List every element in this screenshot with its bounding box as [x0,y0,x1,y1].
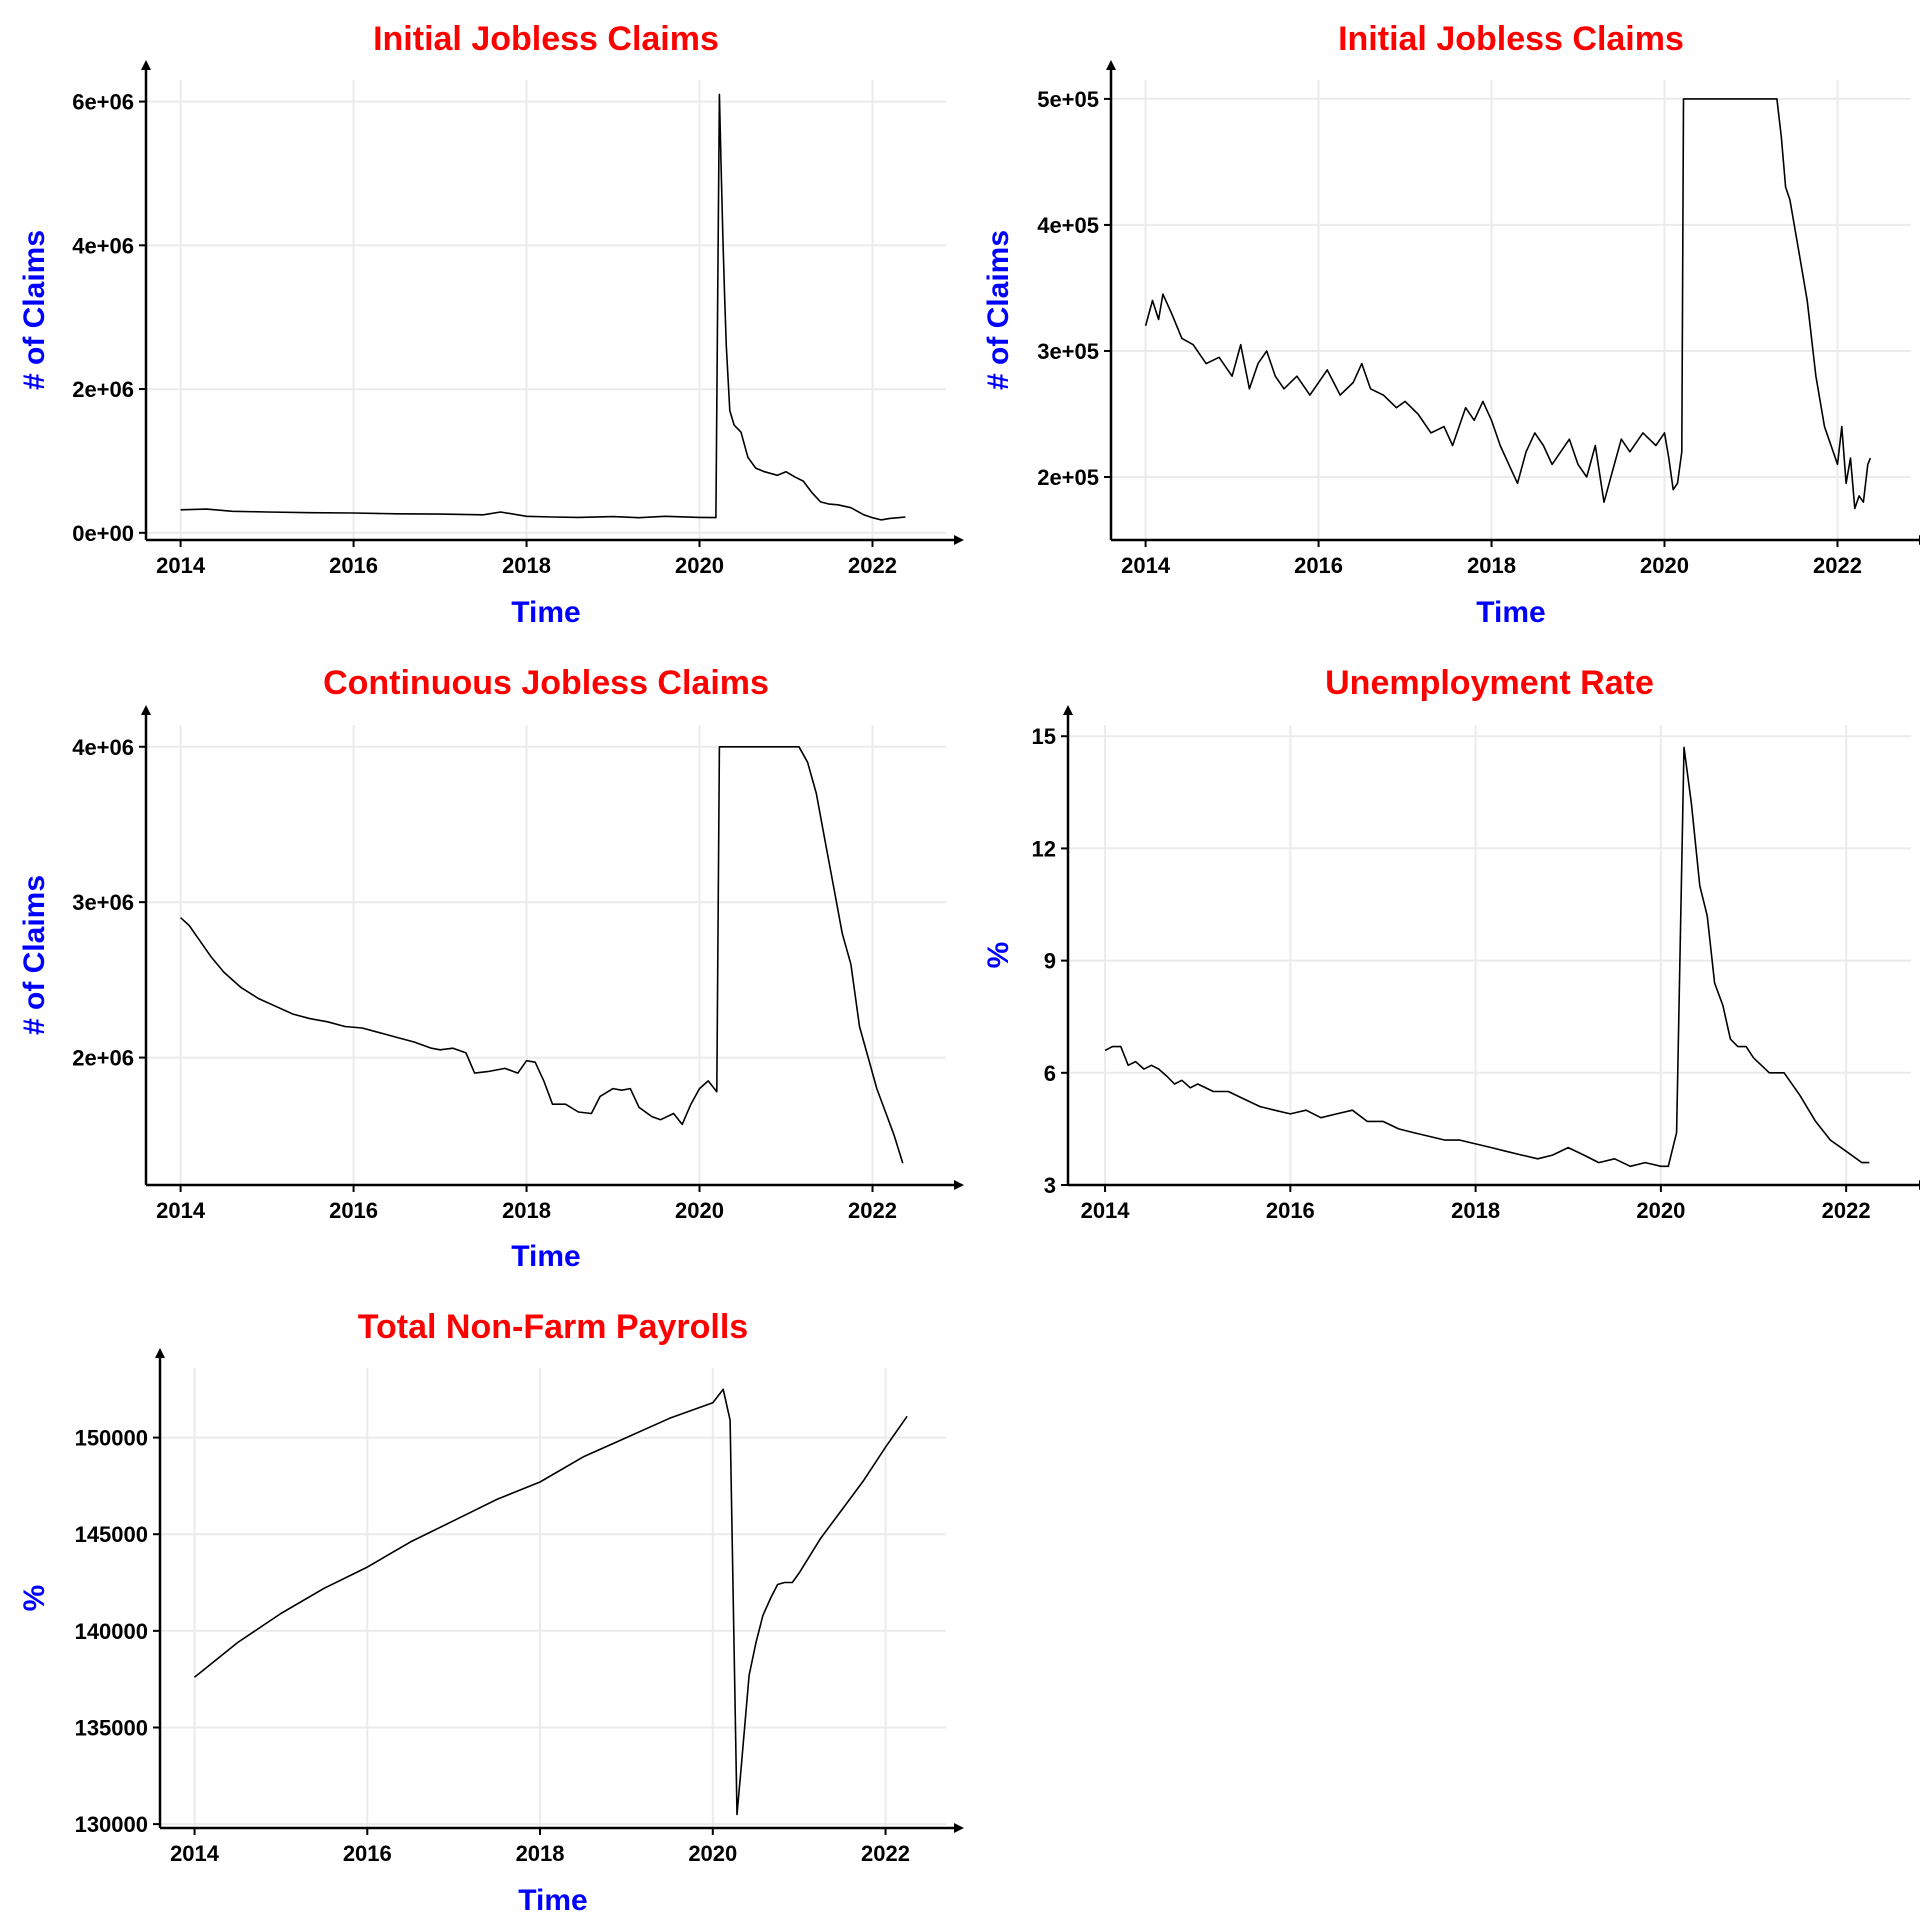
y-axis-arrow [1063,705,1073,715]
y-tick-label: 6 [1044,1061,1056,1086]
chart-panel-4: 2014 2016 2018 2020 2022 3 6 9 12 15 Unemployment … [982,664,1920,1223]
y-axis-title: % [982,942,1015,969]
x-axis-title: Time [511,596,580,629]
x-tick-label: 2022 [848,1198,897,1223]
y-axis-title: # of Claims [18,875,51,1035]
y-tick-label: 5e+05 [1037,87,1099,112]
x-tick-label: 2018 [1451,1198,1500,1223]
x-tick-label: 2020 [675,1198,724,1223]
y-tick-label: 4e+05 [1037,213,1099,238]
series-line [1104,746,1870,1168]
y-tick-label: 3e+06 [72,890,134,915]
x-tick-label: 2014 [1121,553,1171,578]
chart-title: Unemployment Rate [1325,664,1654,702]
x-tick-label: 2016 [343,1841,392,1866]
x-tick-label: 2016 [1294,553,1343,578]
x-tick-label: 2018 [502,553,551,578]
x-tick-label: 2016 [1266,1198,1315,1223]
x-tick-label: 2020 [1636,1198,1685,1223]
chart-title: Continuous Jobless Claims [323,664,769,702]
y-tick-label: 6e+06 [72,90,134,115]
y-tick-label: 2e+06 [72,1046,134,1071]
chart-panel-1: 2014 2016 2018 2020 2022 0e+00 2e+06 4e+06 6e+06… [18,20,964,629]
x-tick-label: 2020 [675,553,724,578]
y-tick-label: 2e+06 [72,377,134,402]
x-tick-label: 2022 [1813,553,1862,578]
x-axis-arrow [954,535,964,545]
y-tick-label: 150000 [75,1426,148,1451]
y-tick-label: 15 [1032,724,1056,749]
chart-panel-5: 2014 2016 2018 2020 2022 130000 135000 140000 14… [18,1308,964,1917]
y-tick-label: 130000 [75,1812,148,1837]
y-tick-label: 2e+05 [1037,465,1099,490]
y-tick-label: 140000 [75,1619,148,1644]
x-tick-label: 2016 [329,1198,378,1223]
y-tick-label: 145000 [75,1522,148,1547]
x-tick-label: 2022 [1822,1198,1871,1223]
y-axis-title: # of Claims [982,230,1015,390]
chart-title: Total Non-Farm Payrolls [358,1308,748,1346]
series-line [180,745,904,1164]
y-axis-arrow [141,60,151,70]
y-tick-label: 12 [1032,836,1056,861]
chart-title: Initial Jobless Claims [373,20,719,58]
x-tick-label: 2022 [861,1841,910,1866]
chart-panel-2: 2014 2016 2018 2020 2022 2e+05 3e+05 4e+05 5e+05… [982,20,1920,629]
y-axis-title: # of Claims [18,230,51,390]
y-axis-arrow [155,1348,165,1358]
x-axis-title: Time [1476,596,1545,629]
x-axis-title: Time [518,1884,587,1917]
x-tick-label: 2014 [156,553,206,578]
y-tick-label: 9 [1044,949,1056,974]
y-tick-label: 4e+06 [72,233,134,258]
x-tick-label: 2020 [1640,553,1689,578]
y-tick-label: 3 [1044,1173,1056,1198]
x-axis-arrow [954,1180,964,1190]
chart-panel-3: 2014 2016 2018 2020 2022 2e+06 3e+06 4e+06 Conti… [18,664,964,1273]
y-tick-label: 135000 [75,1715,148,1740]
y-tick-label: 3e+05 [1037,339,1099,364]
x-tick-label: 2014 [1081,1198,1131,1223]
series-line [193,1388,908,1816]
x-tick-label: 2014 [156,1198,206,1223]
x-tick-label: 2014 [170,1841,220,1866]
x-tick-label: 2022 [848,553,897,578]
x-axis-title: Time [511,1240,580,1273]
x-axis-arrow [954,1823,964,1833]
series-line [180,93,906,521]
y-axis-arrow [1106,60,1116,70]
series-line [1144,98,1872,510]
x-tick-label: 2018 [1467,553,1516,578]
y-axis-arrow [141,705,151,715]
y-tick-label: 4e+06 [72,735,134,760]
x-tick-label: 2016 [329,553,378,578]
y-tick-label: 0e+00 [72,521,134,546]
y-axis-title: % [18,1585,51,1612]
x-tick-label: 2018 [516,1841,565,1866]
x-tick-label: 2018 [502,1198,551,1223]
chart-title: Initial Jobless Claims [1338,20,1684,58]
x-tick-label: 2020 [688,1841,737,1866]
